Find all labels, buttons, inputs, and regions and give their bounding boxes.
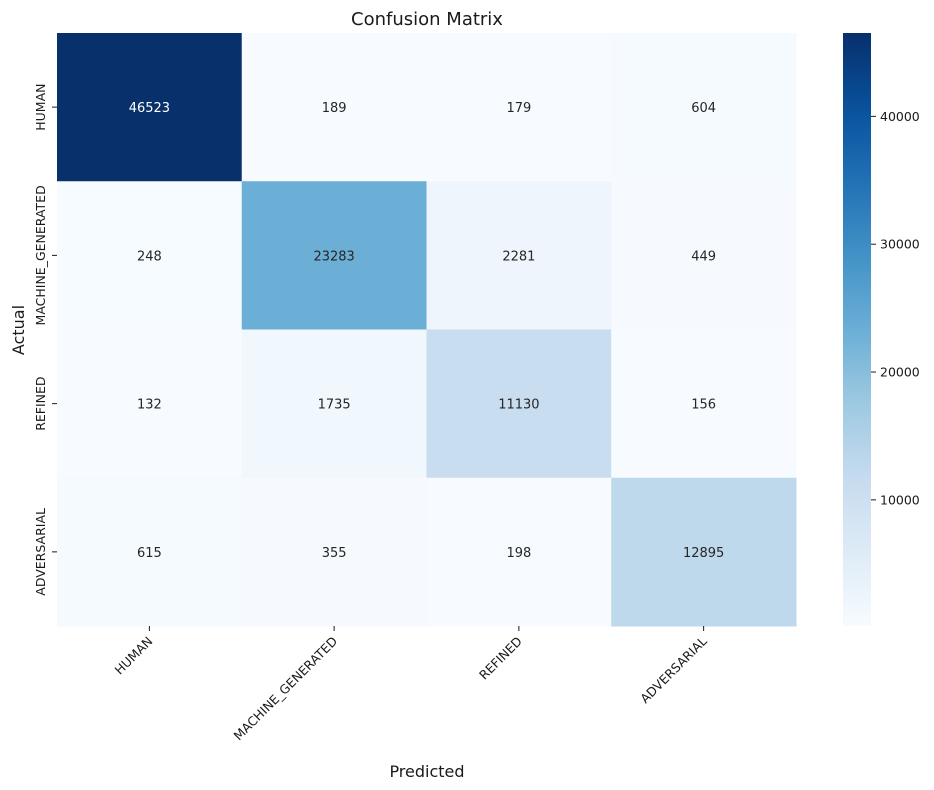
- heatmap-cell: [611, 329, 797, 479]
- heatmap-cell: [426, 181, 612, 330]
- cell-value-label: 449: [691, 249, 716, 264]
- y-tick-label: HUMAN: [33, 84, 48, 131]
- cell-value-label: 132: [137, 398, 162, 413]
- cell-value-label: 248: [137, 249, 162, 264]
- cell-value-label: 189: [322, 101, 347, 116]
- heatmap-cells: [57, 33, 797, 627]
- heatmap-cell: [241, 329, 427, 479]
- cell-value-label: 604: [691, 101, 716, 116]
- y-axis-label: Actual: [9, 305, 28, 355]
- heatmap-cell: [57, 181, 243, 330]
- y-tick-label: REFINED: [33, 376, 48, 430]
- heatmap-cell: [426, 477, 612, 627]
- y-tick-label: MACHINE_GENERATED: [33, 185, 48, 325]
- heatmap-cell: [611, 33, 797, 182]
- heatmap-cell: [611, 181, 797, 330]
- cell-value-label: 46523: [129, 101, 170, 116]
- x-tick-label: ADVERSARIAL: [637, 633, 710, 706]
- chart-title: Confusion Matrix: [351, 9, 503, 30]
- x-axis-label: Predicted: [389, 762, 464, 781]
- heatmap-cell: [426, 329, 612, 479]
- x-tick-label: HUMAN: [111, 634, 155, 678]
- cell-value-label: 156: [691, 398, 716, 413]
- colorbar: [843, 33, 871, 626]
- heatmap-cell: [241, 181, 427, 330]
- cell-value-label: 23283: [313, 249, 354, 264]
- colorbar-tick-label: 20000: [880, 365, 920, 380]
- heatmap-cell: [57, 329, 243, 479]
- cell-value-label: 179: [506, 101, 531, 116]
- x-axis-ticks: HUMAN MACHINE_GENERATED REFINED ADVERSARIAL: [111, 626, 710, 744]
- cell-value-label: 198: [506, 546, 531, 561]
- heatmap-cell-labels: 46523 189 179 604 248 23283 2281 449 132 1735 1113…: [129, 101, 725, 561]
- heatmap-cell: [611, 477, 797, 627]
- cell-value-label: 615: [137, 546, 162, 561]
- cell-value-label: 1735: [318, 398, 351, 413]
- heatmap-cell: [241, 477, 427, 627]
- colorbar-tick-label: 10000: [880, 492, 920, 507]
- heatmap-cell: [57, 477, 243, 627]
- heatmap-cell: [57, 33, 243, 182]
- heatmap-cell: [426, 33, 612, 182]
- y-tick-label: ADVERSARIAL: [33, 508, 48, 596]
- cell-value-label: 11130: [498, 398, 539, 413]
- y-axis-ticks: HUMAN MACHINE_GENERATED REFINED ADVERSARIAL: [33, 84, 57, 596]
- cell-value-label: 2281: [502, 249, 535, 264]
- colorbar-tick-label: 40000: [880, 109, 920, 124]
- cell-value-label: 355: [322, 546, 347, 561]
- colorbar-ticks: 10000 20000 30000 40000: [871, 109, 920, 507]
- x-tick-label: REFINED: [476, 634, 525, 683]
- heatmap-cell: [241, 33, 427, 182]
- cell-value-label: 12895: [683, 546, 724, 561]
- x-tick-label: MACHINE_GENERATED: [231, 634, 341, 744]
- colorbar-tick-label: 30000: [880, 237, 920, 252]
